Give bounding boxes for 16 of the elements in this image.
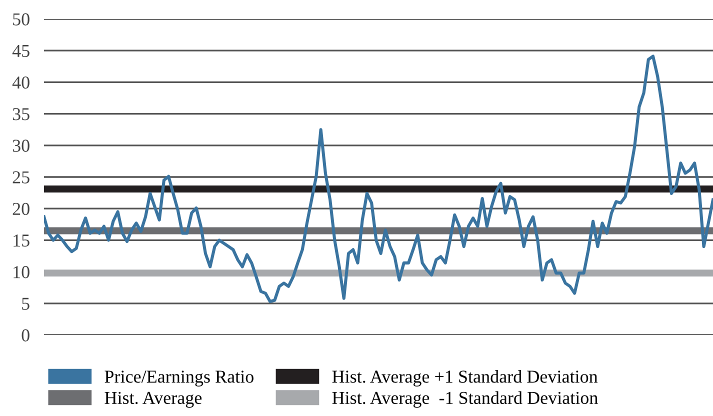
y-tick-label: 45 xyxy=(12,44,30,58)
y-tick-label: 40 xyxy=(12,76,30,89)
y-tick-label: 50 xyxy=(13,13,30,26)
y-tick-label: 20 xyxy=(12,202,30,216)
y-tick-label: 15 xyxy=(14,234,30,247)
legend-label: Hist. Average -1 Standard Deviation xyxy=(332,391,598,408)
y-tick-label: 35 xyxy=(12,108,30,120)
legend-label: Hist. Average +1 Standard Deviation xyxy=(332,370,598,386)
legend-label: Hist. Average xyxy=(104,392,202,408)
y-tick-label: 10 xyxy=(14,266,30,278)
y-tick-label: 0 xyxy=(22,329,30,342)
legend-label: Price/Earnings Ratio xyxy=(104,370,254,386)
y-tick-label: 5 xyxy=(22,298,30,310)
y-tick-label: 30 xyxy=(12,140,30,152)
line-series xyxy=(44,54,713,304)
y-tick-label: 25 xyxy=(12,171,30,184)
